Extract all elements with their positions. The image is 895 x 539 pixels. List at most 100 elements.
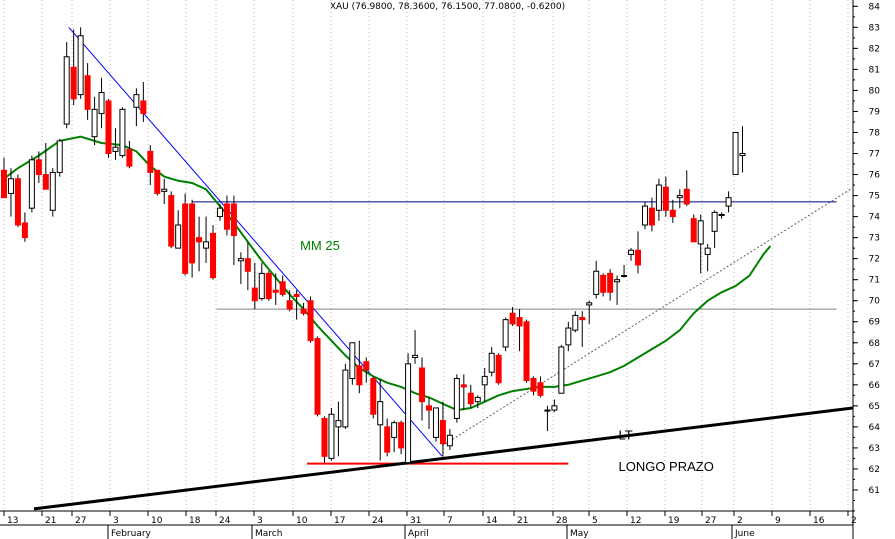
x-day-label: 3 bbox=[257, 516, 263, 526]
candle-body bbox=[258, 272, 265, 300]
candle bbox=[551, 399, 558, 413]
candle-body bbox=[725, 197, 732, 207]
candle-body bbox=[718, 213, 725, 216]
grid-lines bbox=[3, 0, 849, 511]
uptrend-dotted-line bbox=[441, 188, 851, 447]
candle bbox=[216, 203, 223, 221]
candle bbox=[537, 376, 544, 398]
candle-body bbox=[363, 361, 370, 371]
candle-body bbox=[662, 186, 669, 211]
candle bbox=[697, 214, 704, 274]
candle-body bbox=[446, 434, 453, 447]
candle-body bbox=[593, 270, 600, 295]
x-day-label: 10 bbox=[151, 516, 163, 526]
moving-average bbox=[3, 135, 772, 412]
candle bbox=[63, 42, 70, 129]
candle bbox=[14, 174, 21, 228]
candle-body bbox=[307, 300, 314, 342]
candle-body bbox=[175, 224, 182, 249]
candle-body bbox=[14, 178, 21, 226]
y-tick-label: 64 bbox=[869, 423, 881, 433]
candle bbox=[105, 98, 112, 158]
x-day-label: 10 bbox=[296, 516, 308, 526]
candle bbox=[495, 353, 502, 385]
y-tick-label: 78 bbox=[869, 128, 881, 138]
candle bbox=[21, 212, 28, 242]
candle-body bbox=[391, 422, 398, 438]
candle-body bbox=[641, 205, 648, 226]
candle bbox=[711, 210, 718, 249]
x-day-label: 17 bbox=[334, 516, 345, 526]
candle bbox=[662, 176, 669, 217]
candle-body bbox=[272, 289, 279, 293]
y-tick-label: 68 bbox=[869, 339, 881, 349]
candle bbox=[140, 82, 147, 122]
candle-body bbox=[112, 146, 119, 152]
candle-body bbox=[565, 327, 572, 346]
x-day-label: 13 bbox=[7, 516, 18, 526]
candle bbox=[279, 275, 286, 297]
candle-body bbox=[98, 92, 105, 115]
candle bbox=[502, 317, 509, 352]
candle-body bbox=[377, 401, 384, 426]
candle-body bbox=[91, 108, 98, 138]
candle-body bbox=[690, 218, 697, 243]
candle-body bbox=[467, 392, 474, 405]
candle bbox=[412, 330, 419, 364]
candle-body bbox=[49, 171, 56, 211]
candle bbox=[669, 199, 676, 223]
y-tick-label: 79 bbox=[869, 107, 881, 117]
candle bbox=[321, 416, 328, 463]
y-tick-label: 69 bbox=[869, 318, 881, 328]
candle bbox=[600, 273, 607, 297]
candle-body bbox=[558, 346, 565, 394]
candle bbox=[237, 252, 244, 284]
candle-body bbox=[84, 75, 91, 110]
candle-body bbox=[168, 195, 175, 247]
candle-body bbox=[223, 203, 230, 230]
candle bbox=[258, 262, 265, 301]
candle bbox=[328, 407, 335, 461]
candle bbox=[56, 138, 63, 177]
candle bbox=[196, 216, 203, 272]
x-day-label: 12 bbox=[630, 516, 641, 526]
candle-body bbox=[607, 272, 614, 293]
candle-body bbox=[28, 159, 35, 209]
candle bbox=[223, 195, 230, 236]
candle bbox=[28, 155, 35, 213]
candle-body bbox=[669, 209, 676, 218]
candle-body bbox=[697, 220, 704, 245]
candle bbox=[676, 189, 683, 209]
candle-body bbox=[133, 94, 140, 108]
candle bbox=[168, 191, 175, 249]
candle-body bbox=[342, 369, 349, 428]
x-day-label: 18 bbox=[189, 516, 201, 526]
long-term-label: LONGO PRAZO bbox=[618, 459, 713, 474]
candle bbox=[432, 407, 439, 442]
candle bbox=[182, 193, 189, 276]
candle bbox=[314, 336, 321, 417]
candle bbox=[648, 197, 655, 232]
x-day-label: 28 bbox=[556, 516, 568, 526]
candle-body bbox=[523, 321, 530, 382]
candle-body bbox=[279, 281, 286, 295]
candle-body bbox=[70, 66, 77, 100]
candle bbox=[356, 340, 363, 394]
candle-body bbox=[356, 365, 363, 386]
y-tick-label: 83 bbox=[869, 23, 880, 33]
candle bbox=[655, 178, 662, 221]
candle-body bbox=[634, 249, 641, 266]
candle-body bbox=[537, 382, 544, 396]
candle bbox=[607, 269, 614, 301]
candle bbox=[460, 374, 467, 411]
annotations: MM 25 LT LONGO PRAZO bbox=[300, 238, 714, 474]
candle bbox=[683, 170, 690, 207]
chart-header: XAU (76.9800, 78.3600, 76.1500, 77.0800,… bbox=[329, 2, 566, 12]
candle-body bbox=[481, 375, 488, 386]
candle-body bbox=[412, 354, 419, 358]
y-tick-label: 73 bbox=[869, 234, 880, 244]
candle bbox=[189, 199, 196, 278]
candle-body bbox=[237, 258, 244, 262]
candle-body bbox=[676, 195, 683, 199]
candle bbox=[481, 368, 488, 402]
